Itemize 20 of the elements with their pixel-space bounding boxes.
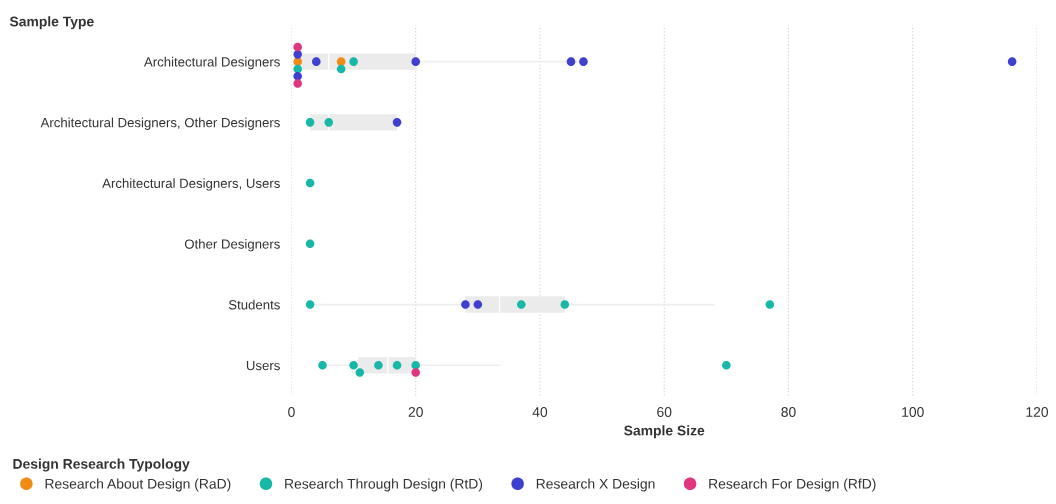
legend-label: Research About Design (RaD) bbox=[45, 478, 231, 492]
y-tick-label: Architectural Designers, Users bbox=[102, 178, 280, 191]
legend-title: Design Research Typology bbox=[13, 458, 190, 472]
x-tick-label: 0 bbox=[288, 407, 295, 417]
y-tick-label: Students bbox=[228, 299, 280, 310]
legend-label: Research For Design (RfD) bbox=[709, 478, 876, 492]
y-tick-label: Other Designers bbox=[184, 239, 280, 252]
y-tick-label: Users bbox=[246, 360, 280, 371]
x-axis-title: Sample Size bbox=[624, 425, 705, 439]
y-tick-label: Architectural Designers bbox=[143, 56, 280, 70]
x-tick-label: 40 bbox=[532, 407, 548, 417]
x-tick-label: 80 bbox=[781, 407, 796, 417]
y-tick-label: Architectural Designers, Other Designers bbox=[40, 117, 280, 130]
x-tick-label: 100 bbox=[902, 407, 924, 417]
legend-label: Research Through Design (RtD) bbox=[285, 478, 483, 492]
y-axis-title: Sample Type bbox=[9, 16, 94, 30]
legend-label: Research X Design bbox=[536, 478, 655, 492]
x-tick-label: 60 bbox=[657, 407, 672, 417]
x-tick-label: 20 bbox=[408, 407, 423, 417]
x-tick-label: 120 bbox=[1026, 407, 1049, 417]
